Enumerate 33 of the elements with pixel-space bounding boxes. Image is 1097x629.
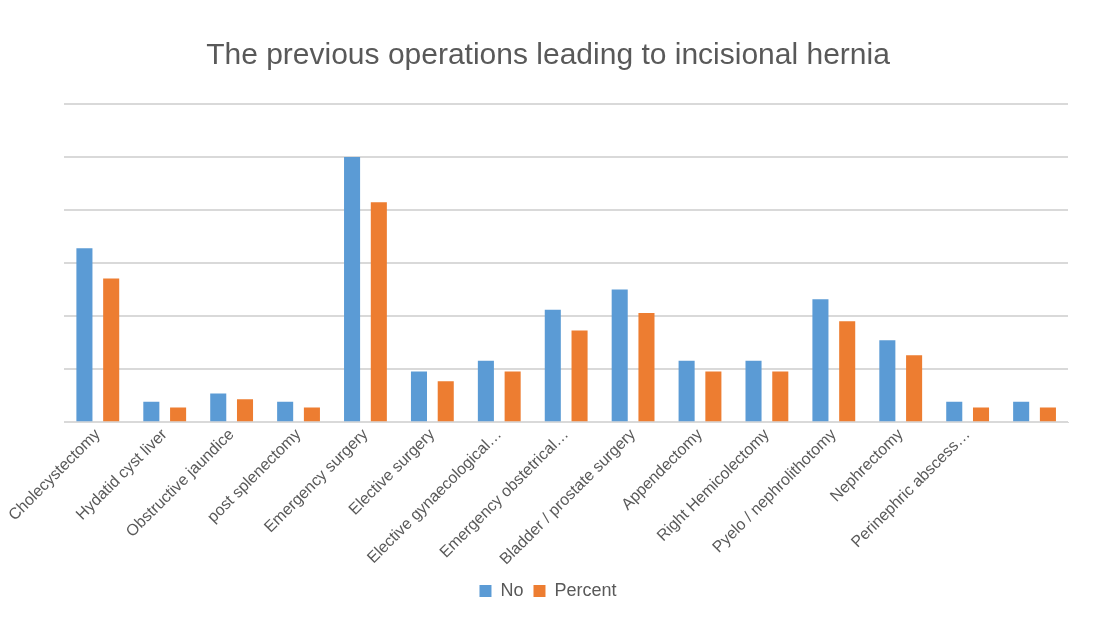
bar <box>370 202 387 422</box>
bar <box>504 371 521 422</box>
chart-title: The previous operations leading to incisional hernia <box>206 37 891 71</box>
bar <box>638 312 655 422</box>
legend-label: Percent <box>554 579 617 600</box>
bar <box>210 393 227 422</box>
bar <box>344 157 361 422</box>
bar <box>812 299 829 422</box>
bar <box>946 401 963 422</box>
bar <box>76 248 93 422</box>
bar <box>437 381 454 422</box>
bar <box>611 289 628 422</box>
bar <box>303 407 320 422</box>
bar <box>906 355 923 422</box>
bar <box>571 330 588 422</box>
bar <box>839 321 856 422</box>
bar <box>772 371 789 422</box>
bar <box>170 407 187 422</box>
bar <box>1039 407 1056 422</box>
bar <box>143 401 160 422</box>
bar <box>705 371 722 422</box>
legend-label: No <box>500 579 524 600</box>
bar <box>678 360 695 422</box>
bar <box>745 360 762 422</box>
bar <box>277 401 294 422</box>
bar <box>103 278 120 422</box>
bar <box>879 340 896 422</box>
bar <box>544 309 561 422</box>
bar <box>236 399 254 422</box>
bar <box>477 360 494 422</box>
bar <box>972 407 990 422</box>
bar <box>1013 401 1030 422</box>
bar <box>410 371 427 422</box>
